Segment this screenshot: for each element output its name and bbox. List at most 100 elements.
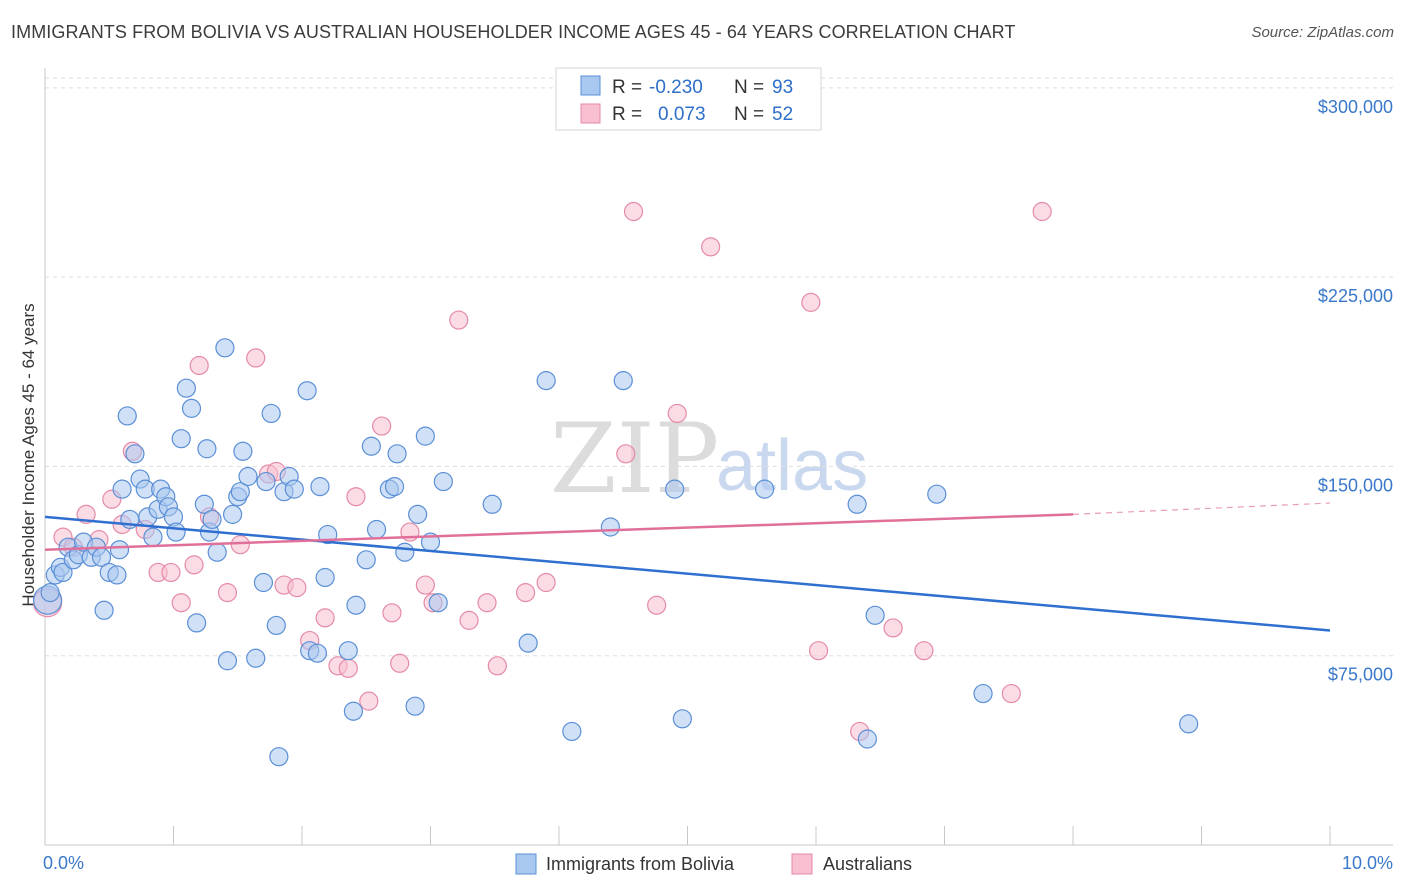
data-point-bolivia bbox=[518, 633, 538, 653]
data-point-bolivia bbox=[536, 371, 556, 391]
data-point-bolivia bbox=[395, 542, 415, 562]
data-point-bolivia bbox=[246, 648, 266, 668]
data-point-australians bbox=[883, 618, 903, 638]
data-point-australians bbox=[801, 292, 821, 312]
data-point-australians bbox=[171, 593, 191, 613]
data-point-bolivia bbox=[202, 509, 222, 530]
data-point-australians bbox=[415, 575, 435, 595]
legend-n-value-1: 93 bbox=[772, 77, 793, 98]
data-point-australians bbox=[390, 653, 410, 673]
x-tick-label-min: 0.0% bbox=[43, 853, 84, 873]
data-point-bolivia bbox=[253, 572, 274, 593]
watermark-zip: ZIP bbox=[550, 403, 719, 515]
y-tick-label: $150,000 bbox=[1318, 475, 1393, 495]
data-point-bolivia bbox=[261, 403, 281, 424]
data-point-bolivia bbox=[865, 605, 885, 625]
legend-n-label-2: N = bbox=[734, 104, 764, 125]
data-point-australians bbox=[487, 656, 507, 676]
data-point-australians bbox=[189, 355, 209, 376]
data-point-bolivia bbox=[307, 643, 328, 663]
data-point-bolivia bbox=[356, 550, 376, 570]
data-point-bolivia bbox=[343, 701, 363, 721]
data-point-bolivia bbox=[613, 371, 633, 391]
data-point-bolivia bbox=[665, 479, 685, 499]
data-point-bolivia bbox=[408, 504, 428, 524]
data-point-bolivia bbox=[315, 567, 335, 588]
data-point-australians bbox=[315, 608, 335, 628]
data-point-australians bbox=[647, 595, 667, 615]
data-point-bolivia bbox=[166, 522, 186, 542]
legend-n-label-1: N = bbox=[734, 77, 764, 98]
data-point-australians bbox=[914, 641, 934, 661]
data-point-bolivia bbox=[194, 494, 214, 514]
data-point-australians bbox=[616, 444, 636, 464]
data-point-bolivia bbox=[415, 426, 435, 446]
bottom-legend-swatch-australians bbox=[791, 853, 813, 875]
data-point-bolivia bbox=[143, 527, 163, 547]
data-point-bolivia bbox=[215, 338, 235, 358]
data-point-bolivia bbox=[338, 641, 358, 661]
data-point-bolivia bbox=[1179, 714, 1199, 734]
bottom-legend-swatch-bolivia bbox=[515, 853, 537, 875]
data-point-bolivia bbox=[405, 696, 425, 716]
trend-lines bbox=[44, 502, 1331, 632]
data-point-bolivia bbox=[672, 709, 692, 729]
data-point-bolivia bbox=[754, 479, 775, 499]
y-tick-label: $75,000 bbox=[1328, 665, 1393, 685]
data-point-bolivia bbox=[230, 482, 250, 502]
data-point-bolivia bbox=[94, 600, 114, 620]
data-point-australians bbox=[449, 310, 469, 330]
data-point-bolivia bbox=[233, 441, 253, 461]
y-tick-labels: $75,000 $150,000 $225,000 $300,000 bbox=[1318, 97, 1393, 685]
legend-swatch-australians bbox=[580, 103, 601, 124]
legend-r-label-2: R = bbox=[612, 104, 642, 125]
data-point-australians bbox=[667, 403, 687, 424]
data-point-bolivia bbox=[53, 562, 73, 583]
y-axis-title: Householder Income Ages 45 - 64 years bbox=[19, 303, 38, 606]
chart-title: IMMIGRANTS FROM BOLIVIA VS AUSTRALIAN HO… bbox=[11, 22, 1016, 42]
data-point-bolivia bbox=[927, 484, 947, 504]
data-point-bolivia bbox=[384, 477, 405, 497]
data-point-bolivia bbox=[346, 595, 366, 615]
data-point-bolivia bbox=[107, 565, 127, 585]
data-point-bolivia bbox=[310, 477, 330, 497]
bottom-legend-label-bolivia: Immigrants from Bolivia bbox=[546, 854, 735, 874]
axes bbox=[44, 68, 1393, 846]
data-point-bolivia bbox=[171, 429, 191, 449]
data-point-bolivia bbox=[266, 615, 286, 636]
legend-r-value-2: 0.073 bbox=[658, 104, 706, 125]
data-point-bolivia bbox=[109, 540, 130, 560]
data-point-bolivia bbox=[297, 381, 317, 401]
data-point-bolivia bbox=[125, 444, 145, 464]
y-tick-label: $300,000 bbox=[1318, 97, 1393, 117]
series-bolivia bbox=[32, 338, 1199, 767]
x-tick-label-max: 10.0% bbox=[1342, 853, 1393, 873]
data-point-bolivia bbox=[112, 479, 132, 499]
data-point-bolivia bbox=[269, 747, 289, 767]
data-point-australians bbox=[515, 583, 536, 603]
legend-r-value-1: -0.230 bbox=[649, 77, 703, 98]
data-point-bolivia bbox=[482, 494, 502, 514]
data-point-australians bbox=[338, 658, 358, 678]
data-point-australians bbox=[76, 504, 96, 524]
data-point-bolivia bbox=[181, 398, 202, 418]
data-point-australians bbox=[246, 348, 266, 368]
data-point-bolivia bbox=[973, 683, 993, 704]
data-point-australians bbox=[1001, 683, 1021, 704]
data-point-australians bbox=[808, 641, 829, 661]
data-point-bolivia bbox=[197, 439, 217, 459]
data-point-australians bbox=[372, 416, 392, 436]
trend-line-australians bbox=[44, 513, 1074, 551]
data-point-australians bbox=[161, 562, 181, 583]
data-point-australians bbox=[623, 201, 644, 222]
data-point-australians bbox=[230, 535, 250, 555]
data-point-bolivia bbox=[187, 613, 207, 633]
data-point-australians bbox=[217, 583, 238, 603]
data-point-bolivia bbox=[387, 444, 407, 464]
data-point-bolivia bbox=[857, 729, 878, 749]
legend-top: R = -0.230 N = 93 R = 0.073 N = 52 bbox=[555, 67, 822, 131]
trend-line-australians-extension bbox=[1072, 502, 1331, 515]
data-point-bolivia bbox=[256, 471, 276, 492]
data-point-australians bbox=[701, 237, 721, 257]
